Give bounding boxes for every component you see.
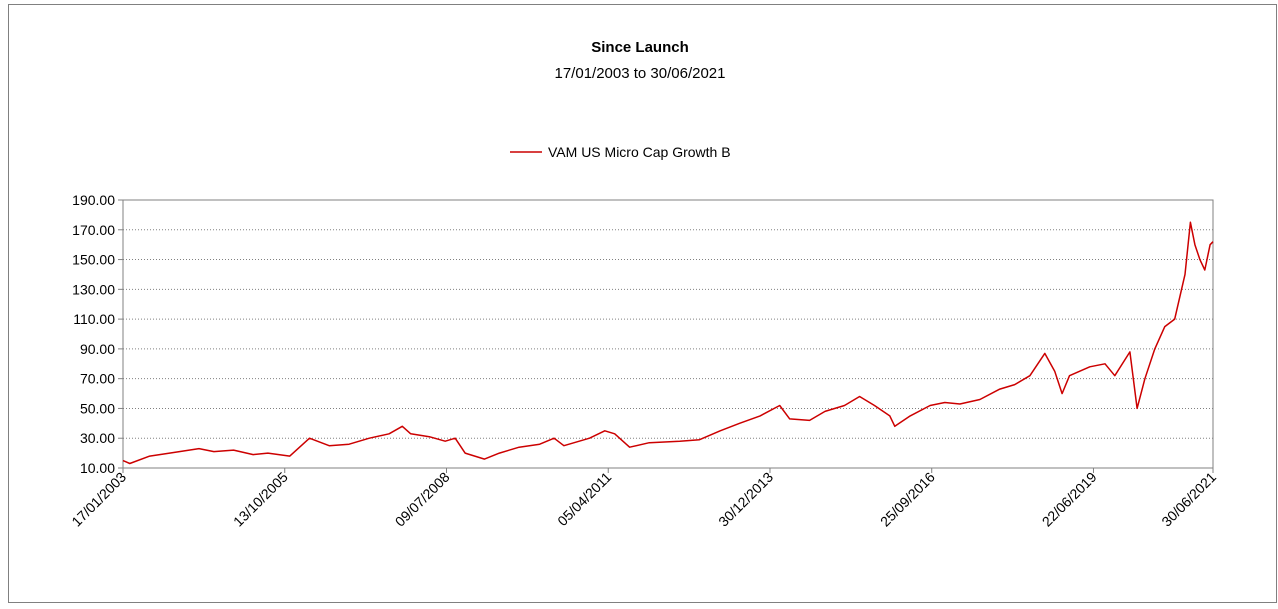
legend-label: VAM US Micro Cap Growth B: [548, 144, 731, 160]
y-tick-label: 10.00: [80, 460, 115, 476]
y-tick-label: 70.00: [80, 371, 115, 387]
y-tick-label: 110.00: [73, 311, 115, 327]
data-line: [122, 221, 1214, 465]
y-tick-label: 170.00: [72, 222, 115, 238]
plot-area: [122, 199, 1214, 469]
y-tick-label: 90.00: [80, 341, 115, 357]
y-tick-label: 50.00: [80, 400, 115, 416]
y-tick-label: 150.00: [72, 252, 115, 268]
y-tick-label: 130.00: [72, 281, 115, 297]
y-tick-label: 30.00: [80, 430, 115, 446]
chart-title: Since Launch: [591, 39, 689, 56]
y-tick-label: 190.00: [72, 192, 115, 208]
chart-subtitle: 17/01/2003 to 30/06/2021: [555, 65, 726, 82]
